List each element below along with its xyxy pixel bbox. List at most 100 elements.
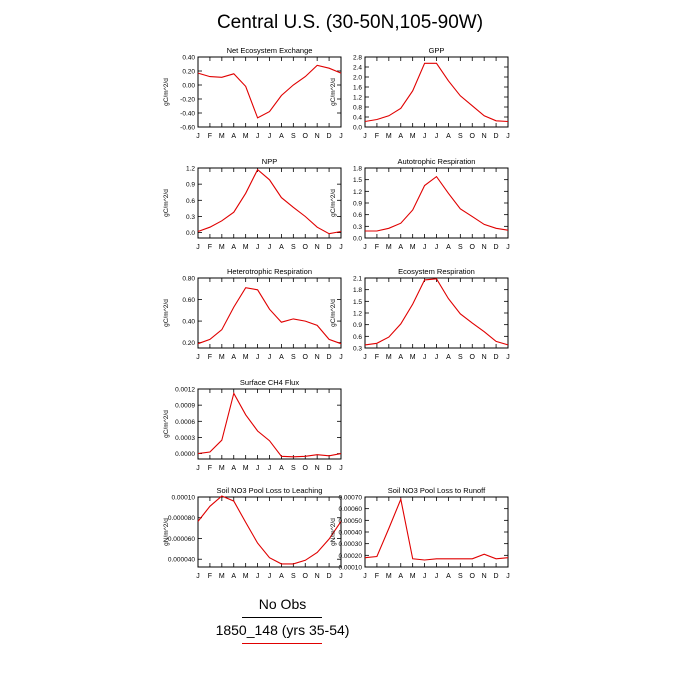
month-label: A — [446, 354, 451, 361]
plot-frame — [197, 56, 342, 128]
month-label: M — [410, 573, 416, 580]
month-label: M — [243, 465, 249, 472]
panel-title: Net Ecosystem Exchange — [227, 46, 313, 55]
series-line — [197, 495, 342, 565]
month-label: J — [506, 244, 510, 251]
month-label: F — [208, 354, 212, 361]
month-label: A — [231, 465, 236, 472]
month-label: J — [196, 573, 200, 580]
month-label: A — [279, 465, 284, 472]
y-axis-label: gC/m^2/d — [163, 189, 170, 217]
y-tick-label: 0.3 — [353, 224, 362, 231]
month-label: F — [208, 133, 212, 140]
panel-title: Soil NO3 Pool Loss to Leaching — [217, 486, 323, 495]
legend-obs-label: No Obs — [258, 596, 307, 612]
y-tick-label: -0.20 — [180, 97, 195, 104]
y-tick-label: 0.00010 — [339, 565, 363, 572]
month-label: J — [268, 244, 272, 251]
y-tick-label: 2.4 — [353, 65, 362, 72]
month-label: S — [291, 465, 296, 472]
y-tick-label: 0.00010 — [172, 495, 196, 502]
month-label: D — [494, 244, 499, 251]
series-line — [364, 62, 509, 123]
month-label: F — [208, 465, 212, 472]
legend-model-line — [242, 643, 322, 644]
y-axis-label: gC/m^2/d — [163, 299, 170, 327]
month-label: N — [482, 133, 487, 140]
month-label: A — [279, 244, 284, 251]
month-label: J — [339, 465, 343, 472]
month-label: A — [398, 573, 403, 580]
series-line — [364, 497, 509, 561]
month-label: O — [303, 244, 309, 251]
month-label: A — [231, 133, 236, 140]
month-label: M — [219, 465, 225, 472]
y-axis-label: gC/m^2/d — [330, 189, 337, 217]
panel-title: Surface CH4 Flux — [240, 378, 299, 387]
chart-panel-1: Net Ecosystem Exchange 0.40 0.20 0.00 -0.20 -… — [163, 46, 343, 140]
month-label: J — [256, 573, 260, 580]
plot-frame — [197, 277, 342, 349]
month-label: N — [315, 465, 320, 472]
month-label: J — [268, 465, 272, 472]
y-tick-label: 0.60 — [182, 297, 195, 304]
month-label: N — [315, 244, 320, 251]
month-label: J — [435, 354, 439, 361]
month-label: N — [482, 244, 487, 251]
month-label: N — [482, 573, 487, 580]
series-line — [365, 175, 509, 232]
y-tick-label: 0.0000 — [175, 451, 195, 458]
month-label: J — [339, 244, 343, 251]
y-tick-label: 0.0003 — [175, 435, 195, 442]
month-label: M — [386, 354, 392, 361]
month-label: J — [506, 354, 510, 361]
month-label: J — [256, 133, 260, 140]
y-tick-label: 0.00 — [182, 83, 195, 90]
y-tick-label: 1.2 — [353, 95, 362, 102]
month-label: J — [196, 465, 200, 472]
month-label: M — [243, 133, 249, 140]
plot-frame — [197, 388, 342, 460]
month-label: M — [386, 244, 392, 251]
y-tick-label: 0.20 — [182, 340, 195, 347]
month-label: A — [398, 133, 403, 140]
month-label: M — [219, 133, 225, 140]
month-label: D — [494, 133, 499, 140]
month-label: N — [315, 354, 320, 361]
month-label: A — [231, 354, 236, 361]
panel-title: NPP — [262, 157, 277, 166]
y-tick-label: 1.5 — [353, 177, 362, 184]
month-label: O — [470, 244, 476, 251]
month-label: S — [291, 573, 296, 580]
month-label: S — [458, 573, 463, 580]
plot-frame — [197, 167, 342, 239]
panel-title: Ecosystem Respiration — [398, 267, 475, 276]
month-label: M — [386, 573, 392, 580]
y-tick-label: 0.00040 — [339, 530, 363, 537]
y-tick-label: 1.8 — [353, 287, 362, 294]
month-label: D — [327, 465, 332, 472]
month-label: D — [494, 573, 499, 580]
y-tick-label: 1.5 — [353, 299, 362, 306]
month-label: O — [303, 465, 309, 472]
month-label: O — [470, 133, 476, 140]
y-tick-label: 1.8 — [353, 166, 362, 173]
y-tick-label: 0.0 — [186, 230, 195, 237]
month-label: O — [470, 573, 476, 580]
chart-panel-4: Autotrophic Respiration 1.8 1.5 1.2 0.9 0.6 0.… — [330, 157, 510, 251]
y-axis-label: gN/m^2/d — [163, 518, 170, 546]
month-label: M — [219, 354, 225, 361]
chart-panel-5: Heterotrophic Respiration 0.80 0.60 0.40 0.2… — [163, 267, 343, 361]
y-tick-label: 1.6 — [353, 85, 362, 92]
month-label: A — [446, 573, 451, 580]
y-tick-label: 0.9 — [353, 201, 362, 208]
y-axis-label: gC/m^2/d — [163, 410, 170, 438]
month-label: A — [279, 573, 284, 580]
y-axis-label: gC/m^2/d — [330, 78, 337, 106]
plot-frame — [197, 496, 342, 568]
month-label: D — [494, 354, 499, 361]
month-label: S — [458, 133, 463, 140]
month-label: F — [375, 244, 379, 251]
month-label: J — [196, 133, 200, 140]
